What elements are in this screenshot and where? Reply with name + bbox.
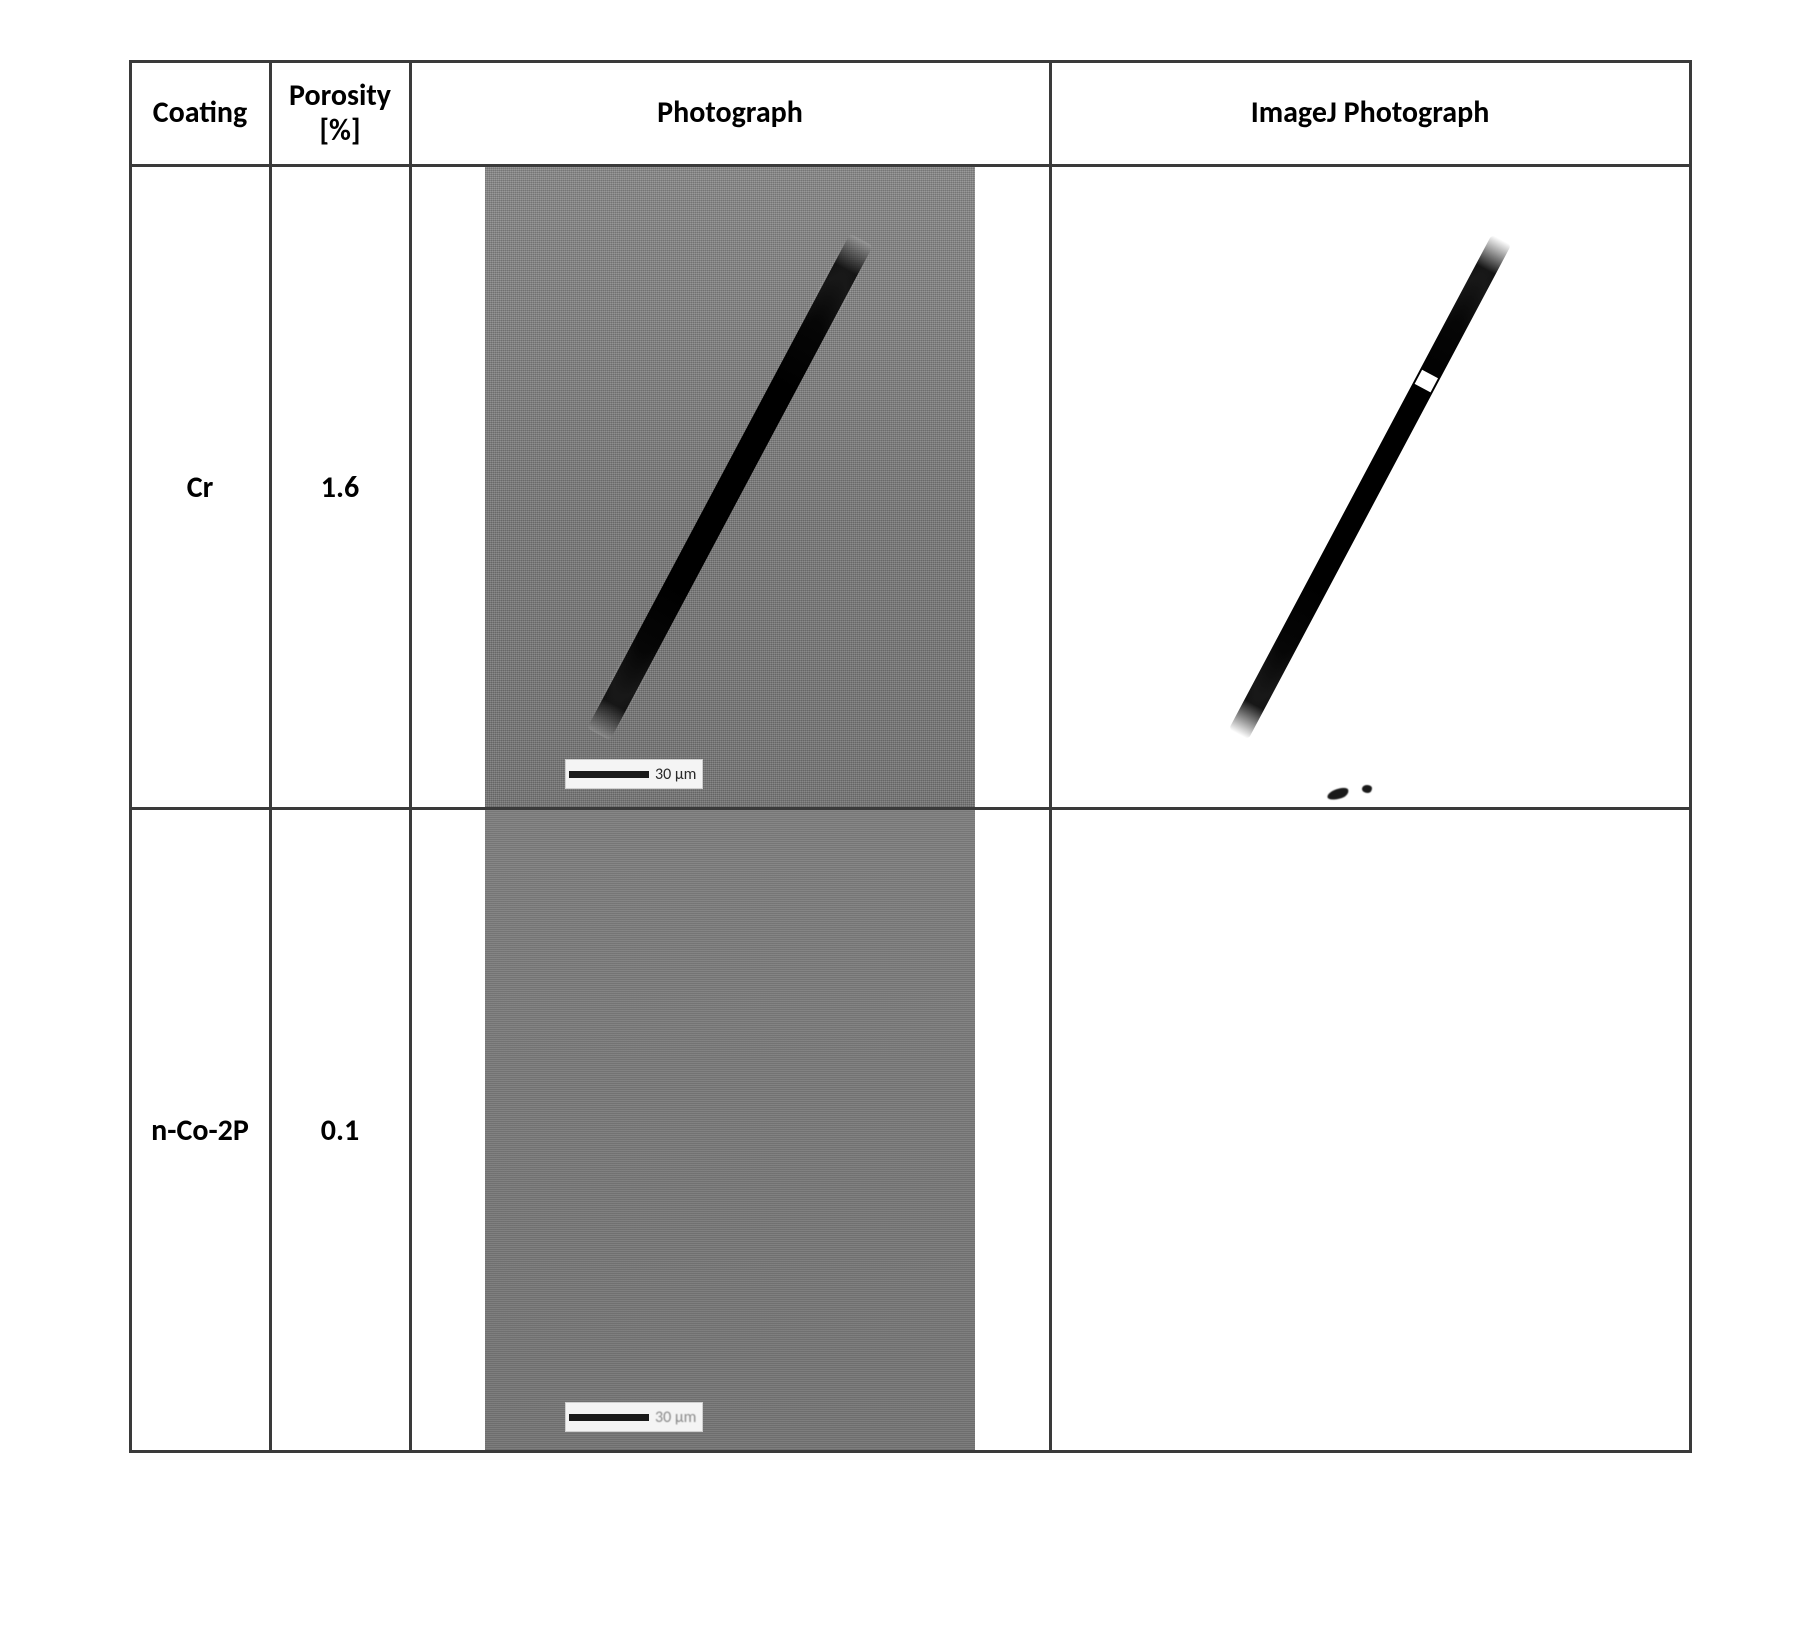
- micrograph-image: 30 µm: [485, 810, 975, 1450]
- cell-imagej: [1050, 166, 1690, 809]
- cell-photograph: 30 µm: [410, 166, 1050, 809]
- pore-spot: [1325, 786, 1349, 802]
- imagej-image: [1052, 810, 1689, 1450]
- col-header-photograph: Photograph: [410, 62, 1050, 166]
- micrograph-image: 30 µm: [485, 167, 975, 807]
- col-header-imagej: ImageJ Photograph: [1050, 62, 1690, 166]
- table-header-row: Coating Porosity [%] Photograph ImageJ P…: [130, 62, 1690, 166]
- cell-porosity: 1.6: [270, 166, 410, 809]
- scale-bar-label: 30 µm: [655, 1408, 696, 1427]
- col-header-porosity: Porosity [%]: [270, 62, 410, 166]
- cell-coating: n-Co-2P: [130, 809, 270, 1452]
- scale-bar-label: 30 µm: [655, 765, 696, 784]
- pore-spot: [1362, 785, 1372, 793]
- cell-imagej: [1050, 809, 1690, 1452]
- table-row: Cr 1.6 30 µm: [130, 166, 1690, 809]
- scale-bar: 30 µm: [565, 759, 703, 789]
- table-row: n-Co-2P 0.1 30 µm: [130, 809, 1690, 1452]
- col-header-coating: Coating: [130, 62, 270, 166]
- scale-bar-line: [569, 1414, 649, 1421]
- scale-bar-line: [569, 771, 649, 778]
- porosity-table: Coating Porosity [%] Photograph ImageJ P…: [129, 60, 1692, 1453]
- cell-porosity: 0.1: [270, 809, 410, 1452]
- imagej-image: [1052, 167, 1689, 807]
- scale-bar: 30 µm: [565, 1402, 703, 1432]
- cell-coating: Cr: [130, 166, 270, 809]
- crack-feature: [587, 234, 873, 741]
- crack-feature: [1229, 235, 1511, 740]
- cell-photograph: 30 µm: [410, 809, 1050, 1452]
